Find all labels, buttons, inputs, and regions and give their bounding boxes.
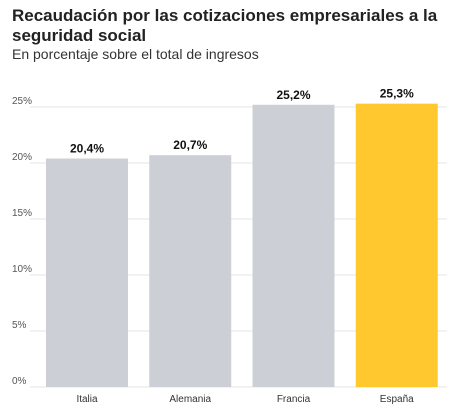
value-label-alemania: 20,7%: [173, 138, 207, 152]
category-label-italia: Italia: [76, 394, 98, 405]
y-tick-label-10: 10%: [12, 264, 32, 275]
chart-subtitle: En porcentaje sobre el total de ingresos: [12, 46, 259, 62]
y-tick-label-15: 15%: [12, 208, 32, 219]
y-tick-label-5: 5%: [12, 320, 27, 331]
value-label-españa: 25,3%: [380, 87, 414, 101]
y-tick-label-0: 0%: [12, 376, 27, 387]
chart-title: Recaudación por las cotizaciones empresa…: [12, 6, 438, 45]
value-label-italia: 20,4%: [70, 142, 104, 156]
bar-francia: [252, 104, 335, 387]
category-label-españa: España: [380, 394, 414, 405]
bar-italia: [46, 158, 128, 387]
category-label-alemania: Alemania: [169, 394, 211, 405]
y-tick-label-25: 25%: [12, 96, 32, 107]
bar-españa: [355, 103, 438, 387]
y-tick-label-20: 20%: [12, 152, 32, 163]
bar-alemania: [149, 155, 232, 387]
labels: 0% 5% 10% 15% 20% 25% 20,4% Italia 20,7% Alemania…: [12, 87, 414, 405]
category-label-francia: Francia: [277, 394, 311, 405]
bars: [46, 103, 438, 387]
value-label-francia: 25,2%: [276, 88, 310, 102]
